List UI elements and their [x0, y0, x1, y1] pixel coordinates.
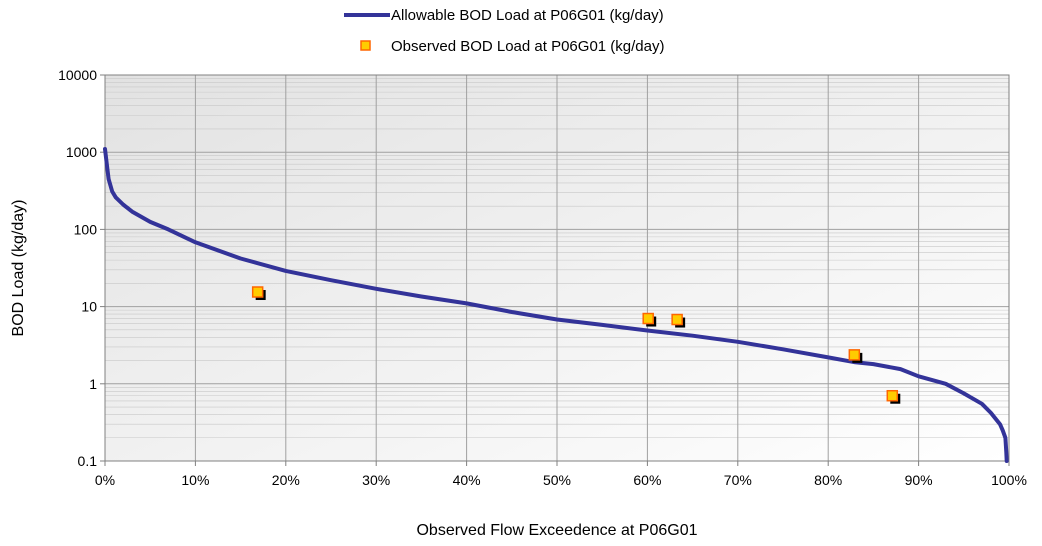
series-line — [103, 147, 1009, 463]
x-tick-label: 40% — [453, 472, 481, 488]
observed-point-marker — [848, 349, 861, 361]
y-axis-ticks: 0.1 1 10 100 1000 10000 — [58, 67, 105, 469]
x-axis-title: Observed Flow Exceedence at P06G01 — [416, 522, 697, 539]
x-tick-label: 100% — [991, 472, 1027, 488]
x-tick-label: 70% — [724, 472, 752, 488]
y-tick-label: 0.1 — [78, 453, 98, 469]
x-tick-label: 0% — [95, 472, 115, 488]
legend-label-allowable: Allowable BOD Load at P06G01 (kg/day) — [391, 7, 664, 24]
allowable-load-line — [103, 147, 1009, 463]
x-tick-label: 80% — [814, 472, 842, 488]
y-axis-title: BOD Load (kg/day) — [10, 200, 27, 337]
legend-label-observed: Observed BOD Load at P06G01 (kg/day) — [391, 38, 664, 55]
observed-point — [848, 349, 863, 363]
y-tick-label: 1000 — [66, 144, 97, 160]
y-tick-label: 100 — [74, 221, 98, 237]
x-tick-label: 60% — [633, 472, 661, 488]
x-tick-label: 50% — [543, 472, 571, 488]
observed-point-marker — [642, 312, 654, 325]
observed-point-marker — [671, 313, 683, 326]
observed-point — [642, 312, 657, 327]
observed-point-marker — [251, 286, 264, 298]
observed-point-marker — [886, 389, 899, 402]
y-tick-label: 1 — [89, 376, 97, 392]
y-tick-label: 10000 — [58, 67, 97, 83]
observed-point — [671, 313, 686, 328]
x-axis-ticks: 0% 10% 20% 30% 40% 50% 60% 70% 80% 90% 100% — [95, 461, 1027, 488]
legend: Allowable BOD Load at P06G01 (kg/day) Ob… — [344, 7, 664, 55]
observed-point — [886, 389, 901, 404]
x-tick-label: 20% — [272, 472, 300, 488]
x-tick-label: 10% — [181, 472, 209, 488]
x-tick-label: 90% — [905, 472, 933, 488]
x-tick-label: 30% — [362, 472, 390, 488]
y-tick-label: 10 — [81, 299, 97, 315]
series-points — [251, 286, 901, 404]
observed-point — [251, 286, 266, 301]
legend-marker-swatch — [360, 40, 371, 51]
